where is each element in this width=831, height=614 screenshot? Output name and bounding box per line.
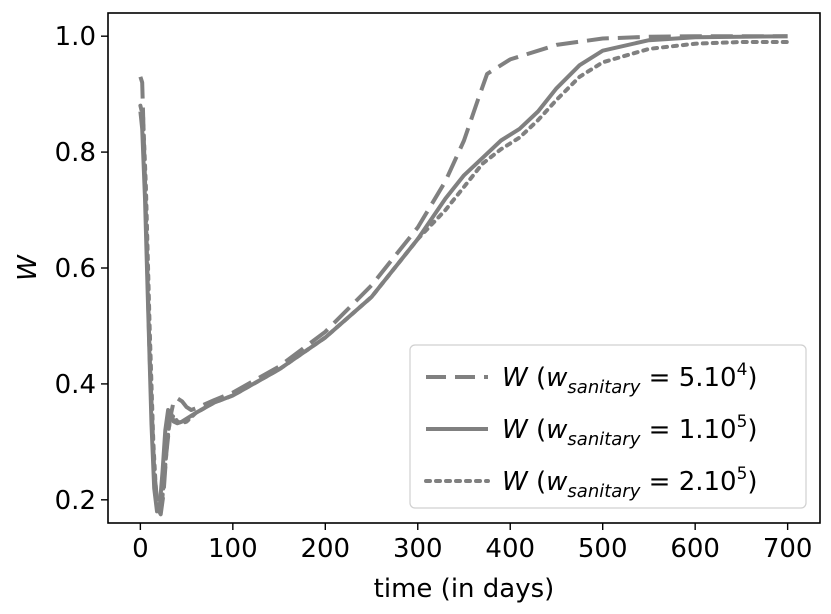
y-tick-label: 1.0 — [55, 22, 96, 52]
x-tick-label: 600 — [670, 534, 720, 564]
legend-entries: W (wsanitary = 5.104) W (wsanitary = 1.10… — [424, 360, 758, 502]
x-tick-label: 400 — [485, 534, 535, 564]
legend-label: W (wsanitary = 5.104) — [502, 360, 758, 398]
series-line-dotted — [138, 40, 790, 514]
y-axis-ticks: 0.2 0.4 0.6 0.8 1.0 — [55, 22, 108, 516]
x-tick-label: 500 — [578, 534, 628, 564]
x-tick-label: 300 — [393, 534, 443, 564]
x-tick-label: 200 — [300, 534, 350, 564]
x-tick-label: 700 — [763, 534, 813, 564]
legend-label: W (wsanitary = 2.105) — [502, 464, 758, 502]
y-tick-label: 0.8 — [55, 138, 96, 168]
x-tick-label: 0 — [132, 534, 149, 564]
x-axis-label: time (in days) — [374, 574, 555, 604]
y-tick-label: 0.2 — [55, 486, 96, 516]
legend: W (wsanitary = 5.104) W (wsanitary = 1.10… — [409, 344, 807, 509]
y-tick-label: 0.4 — [55, 370, 96, 400]
legend-label: W (wsanitary = 1.105) — [502, 412, 758, 450]
legend-box — [409, 344, 807, 509]
y-axis-label: W — [13, 254, 43, 281]
x-axis-ticks: 0 100 200 300 400 500 600 700 — [132, 523, 812, 564]
x-tick-label: 100 — [208, 534, 258, 564]
y-tick-label: 0.6 — [55, 254, 96, 284]
series-layer — [138, 34, 790, 517]
